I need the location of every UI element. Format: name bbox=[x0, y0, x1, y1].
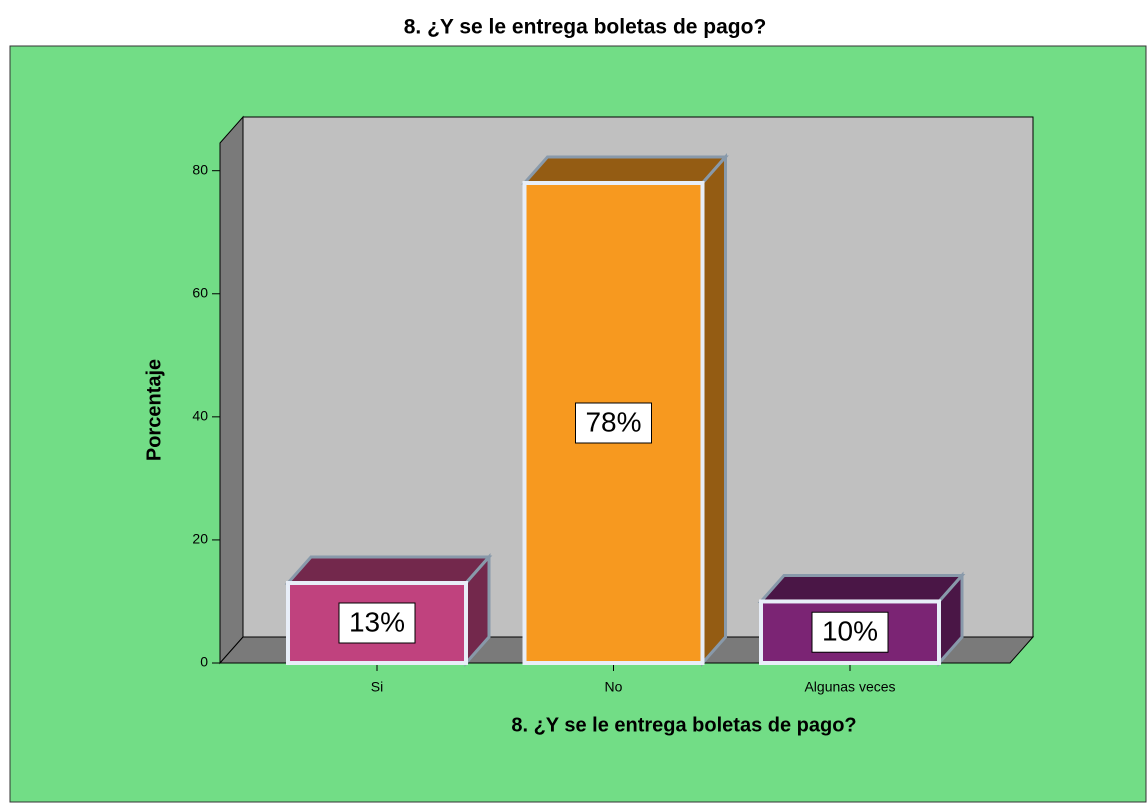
value-label-box bbox=[575, 402, 652, 444]
bar-side bbox=[701, 153, 727, 667]
bar-top bbox=[521, 155, 729, 185]
y-axis-title: Porcentaje bbox=[143, 359, 165, 461]
x-tick-label: Si bbox=[371, 679, 383, 695]
value-label-box bbox=[811, 611, 889, 653]
y-tick-label: 40 bbox=[192, 408, 208, 424]
bar-top bbox=[284, 555, 493, 585]
x-tick-label: Algunas veces bbox=[804, 679, 895, 695]
value-label: 13% bbox=[349, 606, 405, 637]
y-tick-label: 60 bbox=[192, 284, 208, 300]
bar-top bbox=[757, 573, 966, 603]
y-tick-label: 0 bbox=[200, 654, 208, 670]
x-tick-label: No bbox=[605, 679, 623, 695]
value-label: 10% bbox=[822, 616, 878, 647]
bar bbox=[286, 581, 468, 665]
value-label: 78% bbox=[585, 406, 641, 437]
chart-title: 8. ¿Y se le entrega boletas de pago? bbox=[404, 16, 767, 39]
value-label-box bbox=[338, 602, 416, 644]
x-axis-title: 8. ¿Y se le entrega boletas de pago? bbox=[511, 714, 856, 736]
y-tick-label: 80 bbox=[192, 161, 208, 177]
left-wall bbox=[219, 115, 244, 665]
y-tick-label: 20 bbox=[192, 531, 208, 547]
